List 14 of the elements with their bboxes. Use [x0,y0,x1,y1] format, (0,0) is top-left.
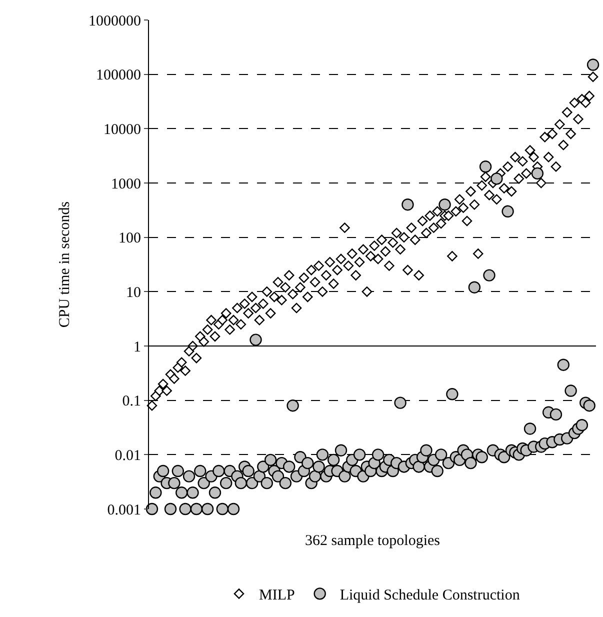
y-tick-label: 1000 [111,176,141,192]
y-axis-title: CPU time in seconds [56,201,73,328]
y-tick-label: 0.001 [107,502,141,518]
y-tick-label: 10 [126,284,141,301]
legend-label: Liquid Schedule Construction [340,588,520,604]
y-tick-label: 10000 [104,122,141,138]
y-tick-label: 100000 [96,68,141,84]
y-tick-label: 1 [134,339,141,356]
y-tick-label: 0.01 [114,448,141,464]
legend-label: MILP [259,588,295,604]
x-axis-title: 362 sample topologies [305,533,440,549]
y-tick-label: 1000000 [88,13,141,30]
y-tick-label: 0.1 [122,394,141,410]
y-tick-label: 100 [118,230,141,247]
